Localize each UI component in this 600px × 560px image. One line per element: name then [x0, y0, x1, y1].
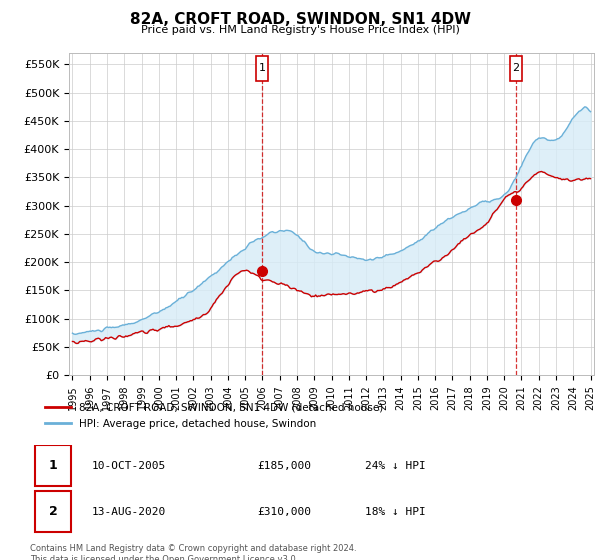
Text: 24% ↓ HPI: 24% ↓ HPI [365, 460, 425, 470]
Text: 82A, CROFT ROAD, SWINDON, SN1 4DW: 82A, CROFT ROAD, SWINDON, SN1 4DW [130, 12, 470, 27]
Text: 2: 2 [49, 505, 58, 518]
Text: 10-OCT-2005: 10-OCT-2005 [92, 460, 166, 470]
Text: Price paid vs. HM Land Registry's House Price Index (HPI): Price paid vs. HM Land Registry's House … [140, 25, 460, 35]
Text: 1: 1 [259, 63, 266, 73]
Legend: 82A, CROFT ROAD, SWINDON, SN1 4DW (detached house), HPI: Average price, detached: 82A, CROFT ROAD, SWINDON, SN1 4DW (detac… [41, 399, 388, 433]
Text: 18% ↓ HPI: 18% ↓ HPI [365, 507, 425, 517]
Text: 2: 2 [512, 63, 520, 73]
Text: 1: 1 [49, 459, 58, 472]
Text: £185,000: £185,000 [257, 460, 311, 470]
FancyBboxPatch shape [510, 56, 522, 81]
FancyBboxPatch shape [256, 56, 268, 81]
FancyBboxPatch shape [35, 445, 71, 486]
Text: £310,000: £310,000 [257, 507, 311, 517]
Text: Contains HM Land Registry data © Crown copyright and database right 2024.
This d: Contains HM Land Registry data © Crown c… [30, 544, 356, 560]
FancyBboxPatch shape [35, 492, 71, 532]
Text: 13-AUG-2020: 13-AUG-2020 [92, 507, 166, 517]
